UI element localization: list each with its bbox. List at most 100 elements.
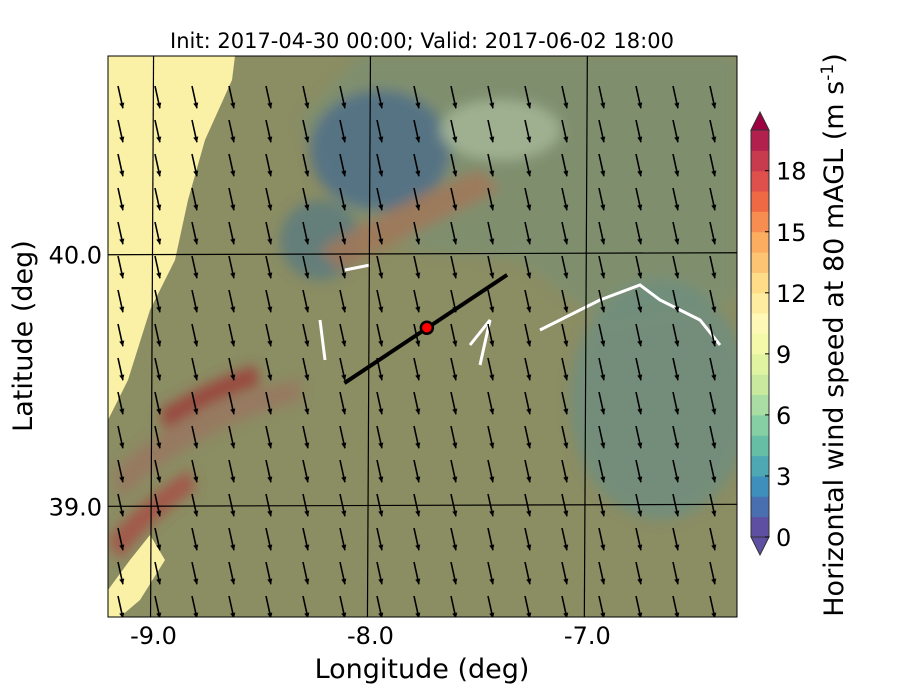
wind-arrow-head — [378, 612, 384, 617]
wind-arrow-head — [526, 408, 532, 415]
wind-arrow-head — [637, 476, 643, 483]
colorbar-label-main: Horizontal wind speed at 80 mAGL (m s — [819, 81, 850, 617]
wind-arrow-head — [489, 510, 495, 517]
wind-arrow-head — [711, 544, 717, 551]
wind-arrow-head — [304, 102, 310, 109]
colorbar-segment — [751, 475, 769, 497]
wind-arrow-head — [119, 578, 125, 585]
wind-arrow-head — [341, 374, 347, 381]
wind-arrow-head — [600, 272, 606, 279]
wind-arrow-head — [600, 408, 606, 415]
wind-arrow-head — [304, 510, 310, 517]
wind-arrow-head — [489, 442, 495, 449]
wind-arrow-head — [415, 442, 421, 449]
wind-arrow-head — [304, 544, 310, 551]
wind-arrow-head — [156, 170, 162, 177]
wind-arrow-head — [526, 102, 532, 109]
wind-arrow-head — [563, 136, 569, 143]
y-tick-label: 40.0 — [49, 242, 102, 270]
wind-arrow-head — [600, 136, 606, 143]
x-ticks: -9.0 -8.0 -7.0 — [130, 622, 611, 650]
wind-arrow-head — [600, 238, 606, 245]
wind-arrow-head — [230, 272, 236, 279]
wind-arrow-head — [415, 306, 421, 313]
wind-arrow-head — [119, 612, 125, 617]
wind-arrow-head — [711, 238, 717, 245]
wind-arrow-head — [563, 272, 569, 279]
ocean-region — [108, 56, 235, 420]
wind-arrow-head — [193, 306, 199, 313]
wind-arrow-head — [156, 408, 162, 415]
wind-arrow-head — [304, 170, 310, 177]
wind-arrow-head — [267, 408, 273, 415]
wind-arrow-head — [600, 510, 606, 517]
wind-arrow-head — [341, 510, 347, 517]
reservoir — [318, 263, 492, 366]
wind-arrow-head — [193, 442, 199, 449]
wind-arrow-head — [267, 272, 273, 279]
wind-arrow-head — [119, 510, 125, 517]
wind-arrow-head — [563, 408, 569, 415]
wind-arrow-head — [415, 136, 421, 143]
colorbar-segment — [751, 130, 769, 151]
wind-arrow-head — [563, 544, 569, 551]
wind-arrow-head — [674, 170, 680, 177]
wind-arrow-head — [193, 612, 199, 617]
wind-arrow-head — [600, 612, 606, 617]
wind-arrow-head — [304, 136, 310, 143]
x-tick-label: -8.0 — [347, 622, 394, 650]
wind-arrow-head — [711, 170, 717, 177]
wind-arrow-head — [637, 510, 643, 517]
wind-arrow-head — [378, 306, 384, 313]
wind-arrow-head — [378, 442, 384, 449]
wind-arrow-head — [452, 238, 458, 245]
wind-arrow-head — [711, 204, 717, 211]
plot-frame — [107, 55, 738, 618]
wind-arrow-head — [563, 102, 569, 109]
wind-arrow-head — [193, 136, 199, 143]
colorbar-segment — [751, 170, 769, 192]
wind-arrow-head — [637, 340, 643, 347]
wind-arrow-head — [489, 340, 495, 347]
wind-arrow-head — [526, 170, 532, 177]
cross-section — [343, 273, 509, 385]
wind-arrow-head — [711, 476, 717, 483]
wind-arrow-head — [711, 612, 717, 617]
wind-arrow-head — [674, 306, 680, 313]
wind-arrow-head — [674, 272, 680, 279]
wind-arrow-head — [267, 578, 273, 585]
wind-arrow-head — [193, 510, 199, 517]
colorbar-segment — [751, 516, 769, 538]
wind-arrow-head — [193, 170, 199, 177]
wind-arrow-head — [230, 578, 236, 585]
wind-arrow-head — [156, 544, 162, 551]
wind-arrow-head — [711, 510, 717, 517]
colorbar-frame — [750, 129, 770, 538]
wind-arrow-head — [452, 510, 458, 517]
wind-arrow-head — [711, 136, 717, 143]
wind-arrow-head — [378, 544, 384, 551]
wind-arrow-head — [637, 170, 643, 177]
wind-arrow-head — [489, 578, 495, 585]
wind-arrow-head — [193, 238, 199, 245]
wind-arrow-head — [489, 204, 495, 211]
wind-arrow-head — [193, 476, 199, 483]
wind-arrow-head — [378, 374, 384, 381]
wind-arrow-head — [674, 204, 680, 211]
wind-arrow-head — [637, 612, 643, 617]
wind-arrow-head — [156, 204, 162, 211]
wind-arrow-head — [193, 374, 199, 381]
colorbar-segment — [751, 211, 769, 233]
wind-arrow-head — [674, 476, 680, 483]
wind-arrow-head — [674, 102, 680, 109]
wind-arrow-head — [156, 272, 162, 279]
wind-arrow-head — [230, 170, 236, 177]
wind-arrow-head — [304, 306, 310, 313]
wind-arrow-head — [674, 374, 680, 381]
wind-arrow-head — [415, 170, 421, 177]
longitude-gridline — [366, 56, 372, 617]
latitude-gridline — [108, 503, 737, 507]
colorbar-segment — [751, 252, 769, 273]
wind-arrow-head — [711, 408, 717, 415]
wind-arrow-head — [674, 578, 680, 585]
